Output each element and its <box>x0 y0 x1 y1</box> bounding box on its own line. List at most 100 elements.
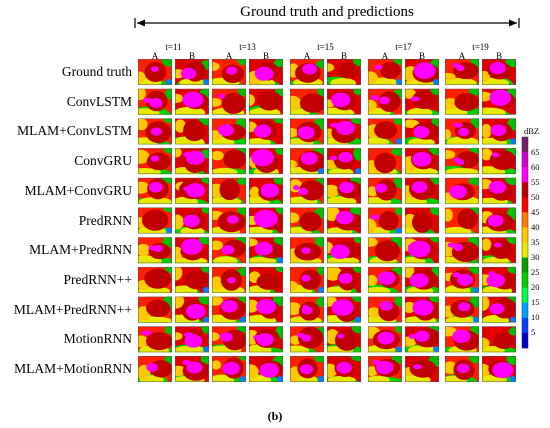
radar-panel <box>138 326 172 353</box>
radar-panel <box>368 118 402 145</box>
radar-panel <box>212 59 246 85</box>
colorbar-tick-label: 65 <box>531 146 540 157</box>
colorbar-segment <box>522 332 528 349</box>
radar-panel <box>368 237 402 264</box>
radar-panel <box>212 177 246 204</box>
radar-panel <box>327 118 361 145</box>
colorbar-tick-label: 45 <box>531 206 540 217</box>
radar-panel <box>290 237 324 264</box>
radar-panel <box>138 237 172 264</box>
sub-label-b: B <box>340 51 347 61</box>
sub-label-a: A <box>151 51 159 61</box>
radar-panel <box>368 296 402 323</box>
radar-panel <box>482 148 516 175</box>
colorbar-tick-label: 50 <box>531 191 540 202</box>
colorbar-tick-label: 30 <box>531 252 540 263</box>
row-label: Ground truth <box>61 64 132 79</box>
radar-panel <box>482 177 516 204</box>
radar-panel <box>212 237 246 264</box>
colorbar-tick-label: 35 <box>531 237 540 247</box>
time-label-2: t=15 <box>317 42 334 52</box>
radar-panel <box>368 177 402 204</box>
radar-panel <box>405 59 439 85</box>
radar-panel <box>368 356 402 382</box>
radar-panel <box>175 88 209 115</box>
colorbar-segment <box>522 302 528 319</box>
colorbar-segment <box>522 227 528 243</box>
radar-panel <box>445 266 479 293</box>
sub-label-a: A <box>225 51 233 61</box>
radar-panel <box>212 326 246 353</box>
radar-panel <box>212 296 246 323</box>
radar-panel <box>175 59 209 85</box>
caption-text: (b) <box>267 409 283 423</box>
radar-panel <box>290 118 324 145</box>
sub-label-b: B <box>188 51 195 61</box>
radar-panel <box>327 177 361 204</box>
figure-caption: (b) <box>0 409 550 424</box>
radar-panel <box>249 177 283 204</box>
radar-panel <box>482 356 516 382</box>
radar-panel <box>482 237 516 264</box>
radar-panel <box>138 88 172 115</box>
radar-panel <box>482 118 516 145</box>
radar-panel <box>249 118 283 145</box>
radar-panel <box>482 266 516 293</box>
row-label: MotionRNN <box>63 331 132 347</box>
radar-panel <box>175 356 209 382</box>
row-label: MLAM+PredRNN++ <box>13 301 132 317</box>
radar-panel <box>327 326 361 353</box>
radar-panel <box>175 266 209 293</box>
radar-panel <box>138 207 172 234</box>
row-label: MLAM+MotionRNN <box>14 361 132 376</box>
radar-panel <box>175 118 209 145</box>
radar-panel <box>405 88 439 115</box>
colorbar-tick-label: 55 <box>531 176 540 187</box>
radar-panel <box>368 148 402 175</box>
radar-panel <box>138 148 172 175</box>
radar-panel <box>138 118 172 145</box>
radar-panel <box>138 177 172 204</box>
time-label-1: t=13 <box>239 42 256 52</box>
row-label: ConvLSTM <box>66 93 132 109</box>
radar-panel <box>290 326 324 353</box>
radar-panel <box>249 88 283 115</box>
radar-panel <box>482 326 516 353</box>
row-label: MLAM+ConvGRU <box>24 182 132 198</box>
colorbar-segment <box>522 197 528 213</box>
radar-panel <box>368 88 402 115</box>
colorbar-segment <box>522 182 528 198</box>
radar-panel <box>405 326 439 353</box>
colorbar-unit-label: dBZ <box>524 126 540 136</box>
radar-panel <box>249 207 283 234</box>
row-label: PredRNN <box>78 212 132 228</box>
radar-panel <box>482 59 516 85</box>
radar-panel <box>212 266 246 293</box>
radar-panel <box>249 59 283 85</box>
radar-panel <box>249 148 283 175</box>
radar-panel <box>445 177 479 204</box>
row-label: MLAM+ConvLSTM <box>17 123 132 139</box>
radar-panel <box>405 148 439 175</box>
radar-panel <box>445 237 479 264</box>
radar-panel <box>405 237 439 264</box>
time-label-3: t=17 <box>395 42 412 52</box>
radar-panel <box>249 266 283 293</box>
radar-panel <box>405 177 439 204</box>
radar-panel <box>138 356 172 382</box>
radar-panel <box>327 237 361 264</box>
radar-panel <box>327 148 361 175</box>
colorbar-segment <box>522 212 528 228</box>
radar-panel <box>445 296 479 323</box>
row-label: PredRNN++ <box>63 271 132 287</box>
radar-panel <box>249 237 283 264</box>
row-label: ConvGRU <box>74 153 132 169</box>
colorbar-segment <box>522 287 528 304</box>
radar-panel <box>327 207 361 234</box>
radar-panel <box>175 326 209 353</box>
figure-header-title: Ground truth and predictions <box>240 4 414 20</box>
sub-label-b: B <box>262 51 269 61</box>
radar-panel <box>482 88 516 115</box>
radar-panel <box>212 118 246 145</box>
sub-label-a: A <box>458 51 466 61</box>
